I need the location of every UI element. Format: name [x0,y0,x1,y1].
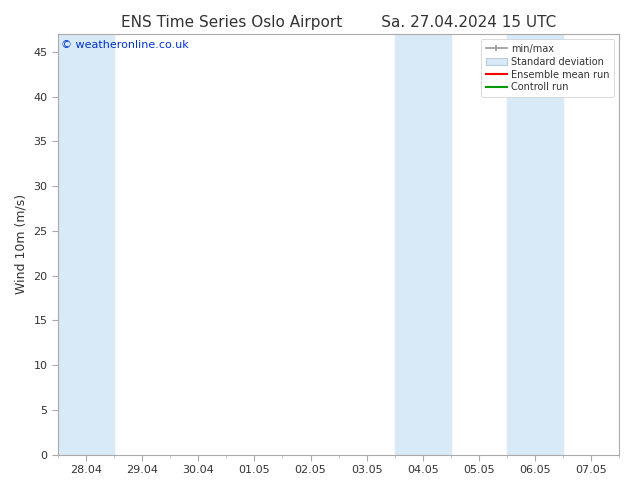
Bar [507,34,563,455]
Title: ENS Time Series Oslo Airport        Sa. 27.04.2024 15 UTC: ENS Time Series Oslo Airport Sa. 27.04.2… [121,15,556,30]
Bar [394,34,451,455]
Bar [58,34,114,455]
Legend: min/max, Standard deviation, Ensemble mean run, Controll run: min/max, Standard deviation, Ensemble me… [481,39,614,98]
Text: © weatheronline.co.uk: © weatheronline.co.uk [61,40,189,50]
Y-axis label: Wind 10m (m/s): Wind 10m (m/s) [15,194,28,294]
